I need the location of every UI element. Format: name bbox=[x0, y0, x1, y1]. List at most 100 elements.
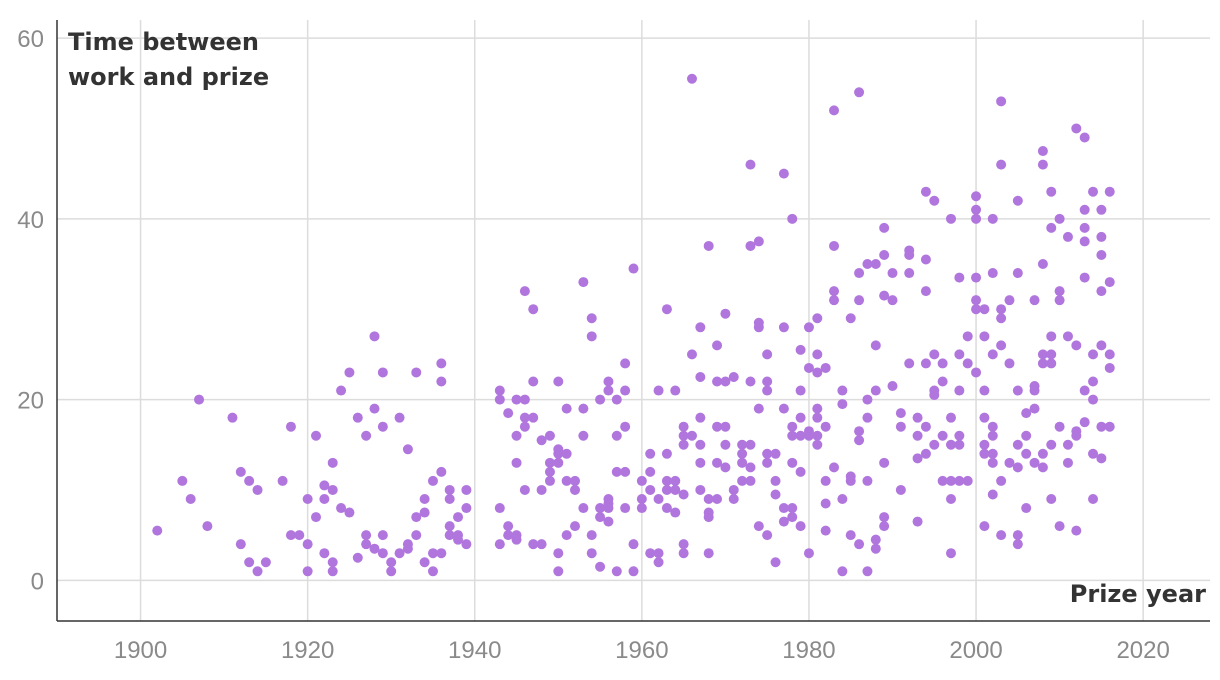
data-point-430 bbox=[1096, 340, 1107, 351]
x-tick-labels: 1900 1920 1940 1960 1980 2000 2020 bbox=[114, 637, 1170, 664]
data-point-324 bbox=[945, 439, 956, 450]
data-point-318 bbox=[937, 358, 948, 369]
data-point-431 bbox=[1096, 421, 1107, 432]
data-point-365 bbox=[996, 530, 1007, 541]
data-point-383 bbox=[1029, 403, 1040, 414]
data-point-38 bbox=[369, 331, 380, 342]
data-point-139 bbox=[620, 385, 631, 396]
data-point-109 bbox=[561, 403, 572, 414]
data-point-216 bbox=[762, 385, 773, 396]
data-point-144 bbox=[628, 539, 639, 550]
data-point-21 bbox=[311, 512, 322, 523]
data-point-298 bbox=[895, 484, 906, 495]
x-tick-label-1920: 1920 bbox=[281, 637, 334, 664]
data-point-145 bbox=[628, 566, 639, 577]
data-point-421 bbox=[1088, 349, 1099, 360]
data-point-97 bbox=[536, 484, 547, 495]
data-point-332 bbox=[954, 439, 965, 450]
data-point-398 bbox=[1046, 493, 1057, 504]
data-point-231 bbox=[787, 430, 798, 441]
data-point-64 bbox=[436, 548, 447, 559]
data-point-336 bbox=[962, 475, 973, 486]
data-point-341 bbox=[971, 295, 982, 306]
data-point-280 bbox=[862, 475, 873, 486]
data-point-140 bbox=[620, 421, 631, 432]
data-point-158 bbox=[661, 448, 672, 459]
data-point-248 bbox=[812, 367, 823, 378]
data-point-116 bbox=[578, 277, 589, 288]
data-point-6 bbox=[235, 466, 246, 477]
data-point-156 bbox=[653, 557, 664, 568]
data-point-319 bbox=[937, 376, 948, 387]
y-axis-title-line-2: work and prize bbox=[68, 63, 269, 91]
data-point-253 bbox=[820, 362, 831, 373]
data-point-20 bbox=[311, 430, 322, 441]
data-point-279 bbox=[862, 412, 873, 423]
data-point-60 bbox=[427, 566, 438, 577]
data-point-200 bbox=[737, 448, 748, 459]
data-point-29 bbox=[336, 385, 347, 396]
data-point-306 bbox=[912, 516, 923, 527]
data-point-190 bbox=[712, 493, 723, 504]
data-point-206 bbox=[745, 439, 756, 450]
data-point-2 bbox=[185, 493, 196, 504]
data-point-437 bbox=[1104, 421, 1115, 432]
data-point-19 bbox=[302, 566, 313, 577]
data-point-271 bbox=[854, 87, 865, 98]
data-point-282 bbox=[870, 259, 881, 270]
data-point-250 bbox=[812, 412, 823, 423]
data-point-134 bbox=[611, 394, 622, 405]
data-point-303 bbox=[912, 412, 923, 423]
data-point-53 bbox=[411, 512, 422, 523]
data-point-325 bbox=[945, 475, 956, 486]
data-point-195 bbox=[720, 462, 731, 473]
data-point-37 bbox=[361, 539, 372, 550]
data-point-163 bbox=[670, 475, 681, 486]
data-point-73 bbox=[461, 503, 472, 514]
data-point-208 bbox=[745, 475, 756, 486]
data-point-22 bbox=[319, 480, 330, 491]
data-point-42 bbox=[377, 421, 388, 432]
data-point-414 bbox=[1079, 204, 1090, 215]
data-point-135 bbox=[611, 430, 622, 441]
data-point-407 bbox=[1062, 457, 1073, 468]
data-point-27 bbox=[327, 557, 338, 568]
data-point-24 bbox=[319, 548, 330, 559]
data-point-230 bbox=[787, 421, 798, 432]
data-point-204 bbox=[745, 240, 756, 251]
data-point-258 bbox=[829, 105, 840, 116]
data-point-17 bbox=[302, 493, 313, 504]
data-point-176 bbox=[695, 371, 706, 382]
data-point-63 bbox=[436, 466, 447, 477]
data-point-12 bbox=[260, 557, 271, 568]
data-point-376 bbox=[1021, 408, 1032, 419]
data-point-41 bbox=[377, 367, 388, 378]
data-point-292 bbox=[879, 521, 890, 532]
data-point-343 bbox=[971, 367, 982, 378]
data-point-356 bbox=[987, 448, 998, 459]
data-point-86 bbox=[511, 534, 522, 545]
data-point-81 bbox=[503, 530, 514, 541]
data-point-311 bbox=[920, 421, 931, 432]
data-point-255 bbox=[820, 475, 831, 486]
data-point-74 bbox=[461, 539, 472, 550]
data-point-221 bbox=[770, 475, 781, 486]
data-point-58 bbox=[427, 475, 438, 486]
data-point-99 bbox=[544, 430, 555, 441]
data-point-351 bbox=[987, 213, 998, 224]
data-point-263 bbox=[837, 385, 848, 396]
data-point-10 bbox=[252, 484, 263, 495]
data-point-331 bbox=[954, 430, 965, 441]
data-point-334 bbox=[962, 331, 973, 342]
data-point-427 bbox=[1096, 231, 1107, 242]
data-point-401 bbox=[1054, 295, 1065, 306]
y-tick-label-60: 60 bbox=[17, 26, 44, 53]
data-point-380 bbox=[1029, 295, 1040, 306]
data-point-340 bbox=[971, 272, 982, 283]
data-point-252 bbox=[812, 439, 823, 450]
data-point-395 bbox=[1046, 349, 1057, 360]
data-point-90 bbox=[519, 421, 530, 432]
data-point-62 bbox=[436, 376, 447, 387]
data-point-278 bbox=[862, 394, 873, 405]
data-point-241 bbox=[803, 322, 814, 333]
